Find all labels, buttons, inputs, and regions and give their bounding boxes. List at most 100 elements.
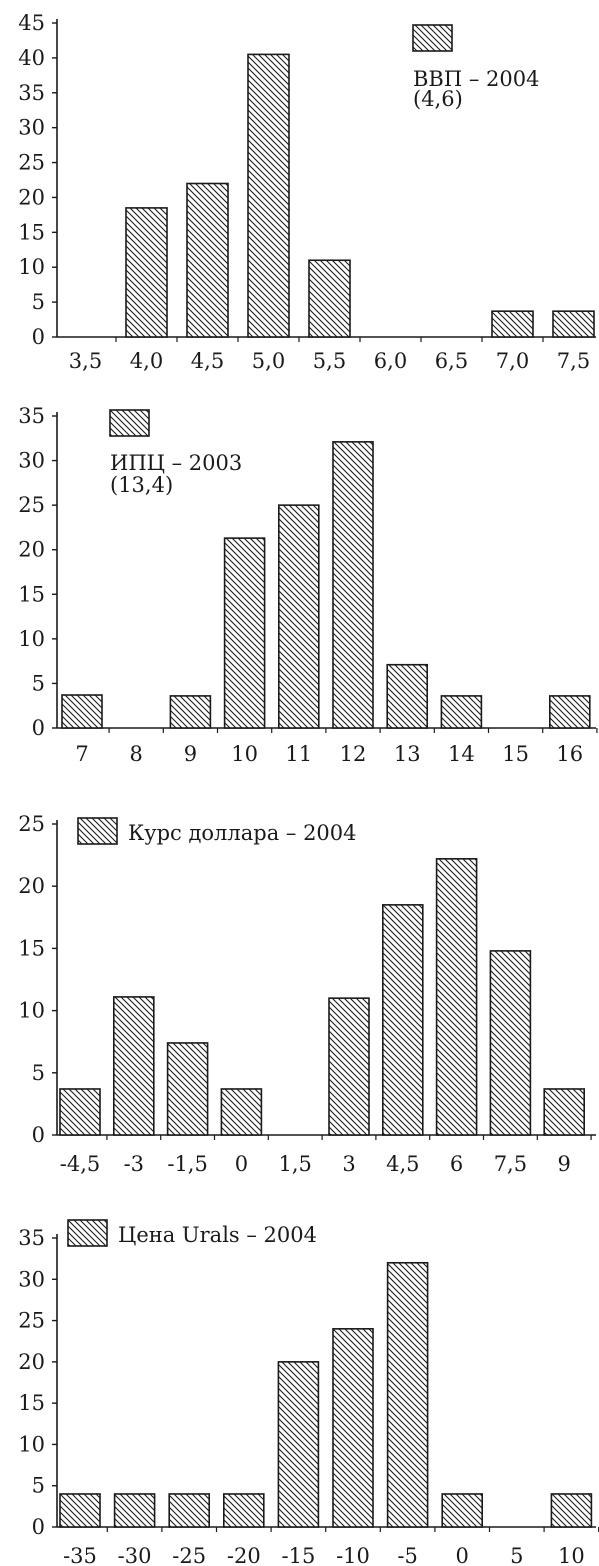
x-tick-label: -10 bbox=[336, 1544, 370, 1566]
y-tick-label: 15 bbox=[18, 220, 45, 244]
y-tick-label: 0 bbox=[32, 1515, 45, 1539]
bar bbox=[113, 996, 155, 1136]
bar bbox=[166, 1042, 209, 1136]
x-tick-label: 12 bbox=[340, 742, 367, 766]
y-tick-label: 35 bbox=[18, 81, 45, 105]
x-tick-label: -1,5 bbox=[167, 1152, 208, 1176]
y-tick-label: 15 bbox=[18, 582, 45, 606]
y-tick-label: 15 bbox=[18, 936, 45, 960]
y-tick-label: 30 bbox=[18, 1267, 45, 1291]
legend-label: ИПЦ – 2003 bbox=[110, 451, 242, 475]
bar bbox=[277, 1361, 320, 1528]
legend-sublabel: (4,6) bbox=[413, 87, 463, 111]
legend-swatch bbox=[412, 24, 453, 52]
bar bbox=[435, 858, 478, 1136]
y-tick-label: 25 bbox=[18, 1309, 45, 1333]
bar bbox=[308, 259, 351, 338]
y-tick-label: 10 bbox=[18, 627, 45, 651]
x-tick-label: 10 bbox=[231, 742, 258, 766]
bar bbox=[381, 904, 424, 1136]
bar bbox=[169, 695, 212, 729]
y-tick-label: 10 bbox=[18, 999, 45, 1023]
x-tick-label: -25 bbox=[172, 1544, 206, 1566]
bar bbox=[332, 1328, 374, 1528]
x-tick-label: -35 bbox=[63, 1544, 97, 1566]
legend-label: Цена Urals – 2004 bbox=[118, 1223, 317, 1247]
bar bbox=[247, 53, 290, 338]
bar bbox=[441, 1493, 484, 1528]
y-tick-label: 5 bbox=[32, 671, 45, 695]
x-tick-label: -5 bbox=[397, 1544, 417, 1566]
legend: Цена Urals – 2004 bbox=[67, 1219, 317, 1247]
legend-swatch bbox=[67, 1219, 108, 1247]
x-tick-label: 0 bbox=[235, 1152, 248, 1176]
x-tick-label: 16 bbox=[556, 742, 583, 766]
y-tick-label: 15 bbox=[18, 1391, 45, 1415]
bar bbox=[220, 1088, 263, 1136]
y-tick-label: 5 bbox=[32, 1474, 45, 1498]
legend-label: Курс доллара – 2004 bbox=[128, 821, 357, 845]
x-tick-label: 3,5 bbox=[69, 349, 102, 373]
x-tick-label: 10 bbox=[558, 1544, 585, 1566]
x-tick-label: 6 bbox=[450, 1152, 463, 1176]
x-tick-label: 7 bbox=[75, 742, 88, 766]
x-tick-label: 1,5 bbox=[278, 1152, 311, 1176]
x-tick-label: 4,5 bbox=[386, 1152, 419, 1176]
legend-label: ВВП – 2004 bbox=[413, 67, 539, 91]
x-tick-label: 9 bbox=[184, 742, 197, 766]
bar bbox=[489, 950, 532, 1136]
bar bbox=[61, 694, 103, 729]
x-tick-label: -3 bbox=[124, 1152, 144, 1176]
chart-panel-2: 0 5 10 15 20 25 30 35 7 8 9 10 11 12 13 14 15 16 ИПЦ – 200… bbox=[18, 404, 598, 766]
legend-swatch bbox=[77, 817, 118, 845]
x-tick-label: 13 bbox=[394, 742, 421, 766]
bar bbox=[168, 1493, 210, 1528]
y-tick-label: 25 bbox=[18, 493, 45, 517]
legend: Курс доллара – 2004 bbox=[77, 817, 357, 845]
bar bbox=[113, 1493, 156, 1528]
x-tick-label: 4,5 bbox=[191, 349, 224, 373]
bar bbox=[386, 1261, 429, 1528]
bar bbox=[59, 1088, 101, 1136]
bar bbox=[440, 695, 483, 729]
bar bbox=[386, 663, 429, 729]
bar bbox=[550, 1493, 593, 1528]
x-tick-label: 6,5 bbox=[435, 349, 468, 373]
bar bbox=[332, 441, 374, 729]
chart-panel-3: 0 5 10 15 20 25 -4,5 -3 -1,5 0 1,5 3 4,5 6 7,5 9 Курс до… bbox=[18, 812, 596, 1176]
bar bbox=[328, 997, 370, 1136]
x-tick-label: -15 bbox=[281, 1544, 315, 1566]
y-tick-label: 20 bbox=[18, 538, 45, 562]
y-tick-label: 5 bbox=[32, 290, 45, 314]
x-tick-label: 7,5 bbox=[557, 349, 590, 373]
bar bbox=[59, 1493, 101, 1528]
x-tick-label: 7,5 bbox=[494, 1152, 527, 1176]
y-tick-label: 0 bbox=[32, 1123, 45, 1147]
legend-swatch bbox=[109, 409, 150, 437]
x-tick-label: 9 bbox=[558, 1152, 571, 1176]
y-tick-label: 20 bbox=[18, 874, 45, 898]
bar bbox=[552, 310, 595, 338]
y-tick-label: 10 bbox=[18, 255, 45, 279]
x-tick-label: 3 bbox=[342, 1152, 355, 1176]
y-tick-label: 30 bbox=[18, 449, 45, 473]
y-tick-label: 40 bbox=[18, 46, 45, 70]
legend-sublabel: (13,4) bbox=[110, 473, 173, 497]
x-tick-label: -30 bbox=[118, 1544, 152, 1566]
x-tick-label: -20 bbox=[227, 1544, 261, 1566]
chart-panel-4: 0 5 10 15 20 25 30 35 -35 -30 -25 -20 -15 -10 -5 0 5 10 Це… bbox=[18, 1219, 599, 1566]
x-tick-label: 6,0 bbox=[374, 349, 407, 373]
y-tick-label: 20 bbox=[18, 185, 45, 209]
y-tick-label: 25 bbox=[18, 812, 45, 836]
x-tick-label: 5 bbox=[510, 1544, 523, 1566]
x-tick-label: 5,5 bbox=[313, 349, 346, 373]
x-tick-label: 7,0 bbox=[496, 349, 529, 373]
bar bbox=[277, 504, 320, 729]
bar bbox=[125, 207, 168, 338]
legend: ВВП – 2004(4,6) bbox=[412, 24, 539, 111]
bar bbox=[548, 695, 591, 729]
y-tick-label: 5 bbox=[32, 1061, 45, 1085]
legend: ИПЦ – 2003(13,4) bbox=[109, 409, 242, 497]
x-tick-label: 8 bbox=[130, 742, 143, 766]
